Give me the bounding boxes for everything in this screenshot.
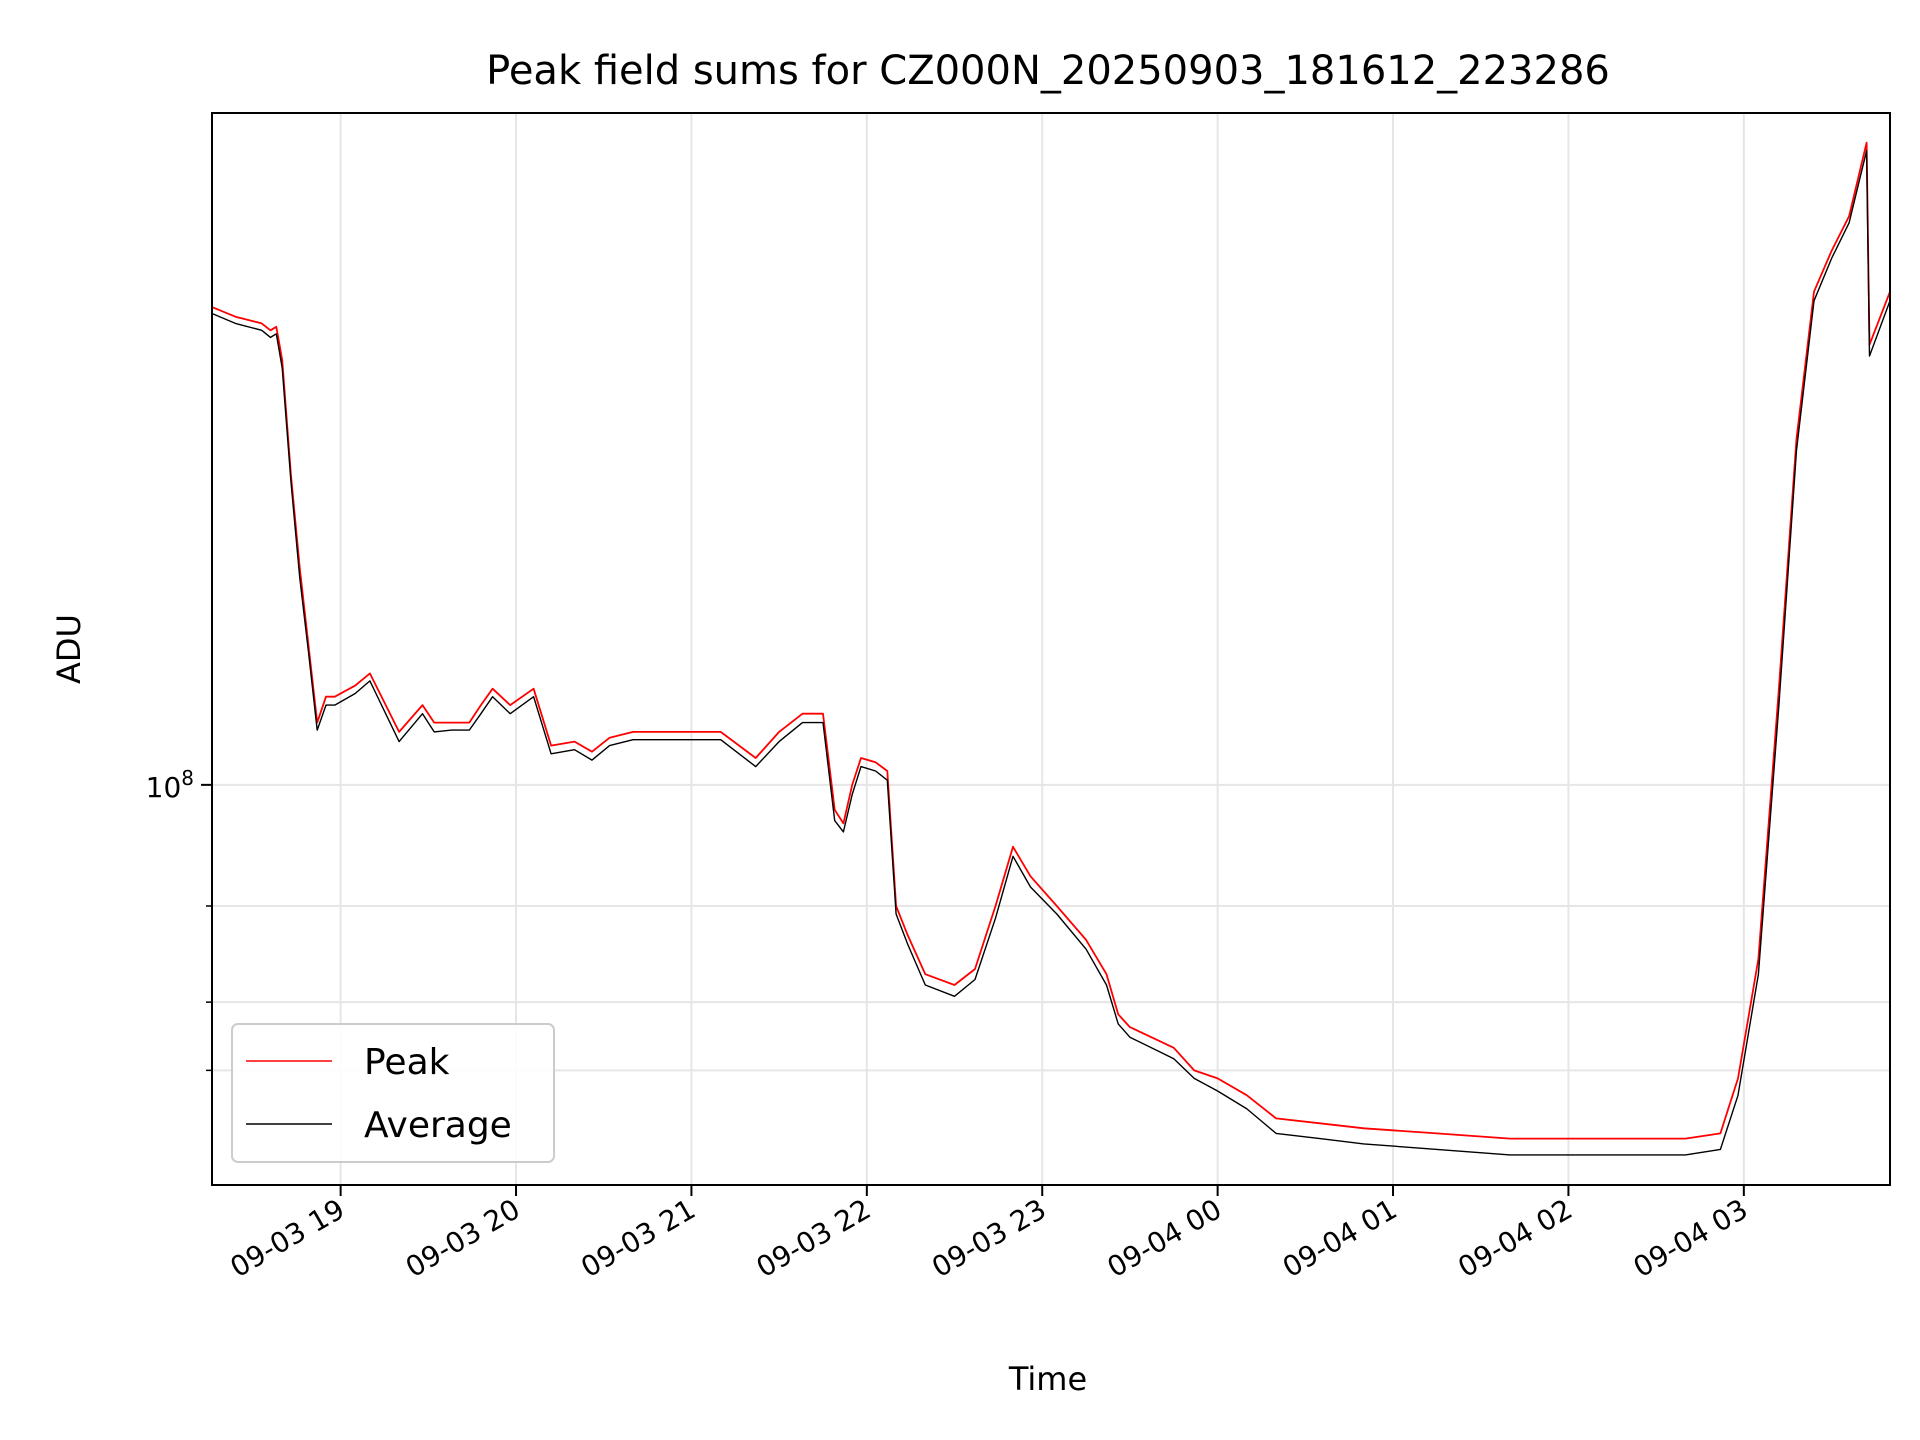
- series-layer: [211, 141, 1891, 1156]
- x-axis-ticks: 09-03 19 09-03 20 09-03 21 09-03 22 09-03 23…: [225, 1185, 1754, 1284]
- legend-label-average: Average: [364, 1105, 512, 1146]
- x-tick-label: 09-03 22: [751, 1192, 877, 1284]
- x-tick-label: 09-04 03: [1628, 1192, 1754, 1284]
- series-line-average: [211, 149, 1891, 1156]
- plot-frame: [211, 112, 1891, 1186]
- x-tick-label: 09-04 00: [1102, 1192, 1228, 1284]
- x-tick-label: 09-03 19: [225, 1192, 351, 1284]
- legend: Peak Average: [231, 1023, 555, 1163]
- legend-box: [231, 1023, 555, 1163]
- y-axis-label: ADU: [50, 614, 88, 684]
- y-axis-ticks: 108: [146, 766, 212, 1072]
- x-tick-label: 09-03 21: [575, 1192, 701, 1284]
- x-tick-label: 09-04 01: [1277, 1192, 1403, 1284]
- chart-title: Peak field sums for CZ000N_20250903_1816…: [486, 48, 1610, 94]
- y-tick-label: 108: [146, 766, 194, 804]
- x-axis-label: Time: [1008, 1360, 1087, 1398]
- grid-layer: [212, 113, 1890, 1185]
- legend-label-peak: Peak: [364, 1042, 450, 1083]
- x-tick-label: 09-03 20: [400, 1192, 526, 1284]
- x-tick-label: 09-04 02: [1452, 1192, 1578, 1284]
- x-tick-label: 09-03 23: [926, 1192, 1052, 1284]
- series-line-peak: [211, 141, 1891, 1140]
